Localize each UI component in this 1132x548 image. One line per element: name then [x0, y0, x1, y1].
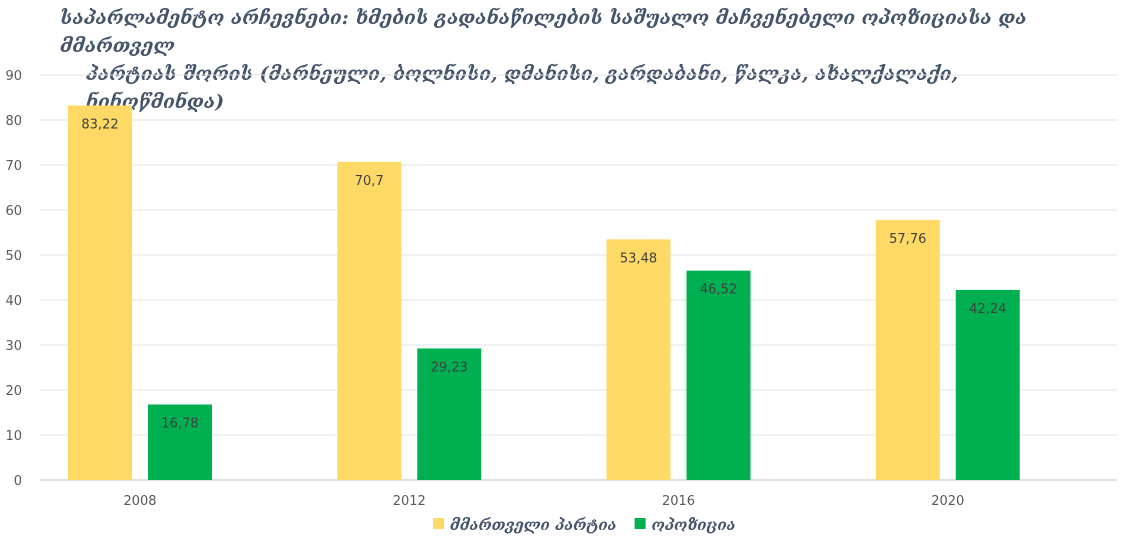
- bar-ruling-party: [606, 239, 671, 480]
- legend-label: ოპოზიცია: [652, 516, 736, 534]
- y-tick-label: 80: [5, 114, 22, 129]
- data-label: 46,52: [700, 283, 737, 298]
- chart-title: საპარლამენტო არჩევნები: ხმების გადანაწილ…: [60, 4, 1080, 116]
- bar-opposition: [955, 289, 1020, 480]
- bar-opposition: [148, 404, 212, 480]
- x-tick-label: 2016: [662, 494, 695, 509]
- bar-opposition: [417, 348, 482, 480]
- chart-title-line-1: საპარლამენტო არჩევნები: ხმების გადანაწილ…: [60, 7, 1027, 57]
- legend-swatch: [433, 518, 444, 529]
- bar-opposition: [686, 270, 751, 480]
- data-label: 42,24: [969, 302, 1006, 317]
- x-tick-label: 2008: [123, 494, 156, 509]
- y-tick-label: 20: [5, 384, 22, 399]
- y-tick-label: 50: [5, 249, 22, 264]
- bar-series: 83,22 16,78 70,7 29,23 53,48 46,52 57,76 42,24: [68, 105, 1020, 480]
- y-tick-label: 60: [5, 204, 22, 219]
- y-tick-label: 70: [5, 159, 22, 174]
- bar-ruling-party: [337, 161, 402, 480]
- data-label: 57,76: [889, 232, 926, 247]
- y-tick-label: 0: [14, 474, 22, 489]
- data-label: 16,78: [161, 416, 198, 431]
- bar-ruling-party: [875, 220, 940, 480]
- x-axis: 2008 2012 2016 2020: [123, 494, 964, 509]
- x-tick-label: 2012: [393, 494, 426, 509]
- legend-swatch: [634, 518, 646, 529]
- y-tick-label: 30: [5, 339, 22, 354]
- x-tick-label: 2020: [931, 494, 964, 509]
- data-label: 29,23: [431, 360, 468, 375]
- legend-label: მმართველი პარტია: [450, 516, 617, 534]
- y-tick-label: 90: [5, 69, 22, 84]
- data-label: 70,7: [355, 174, 384, 189]
- y-tick-label: 40: [5, 294, 22, 309]
- data-label: 53,48: [620, 251, 657, 266]
- y-tick-label: 10: [5, 429, 22, 444]
- legend: მმართველი პარტია ოპოზიცია: [433, 516, 736, 534]
- bar-ruling-party: [68, 105, 132, 480]
- data-label: 83,22: [81, 118, 118, 133]
- y-axis: 0 10 20 30 40 50 60 70 80 90: [5, 69, 22, 489]
